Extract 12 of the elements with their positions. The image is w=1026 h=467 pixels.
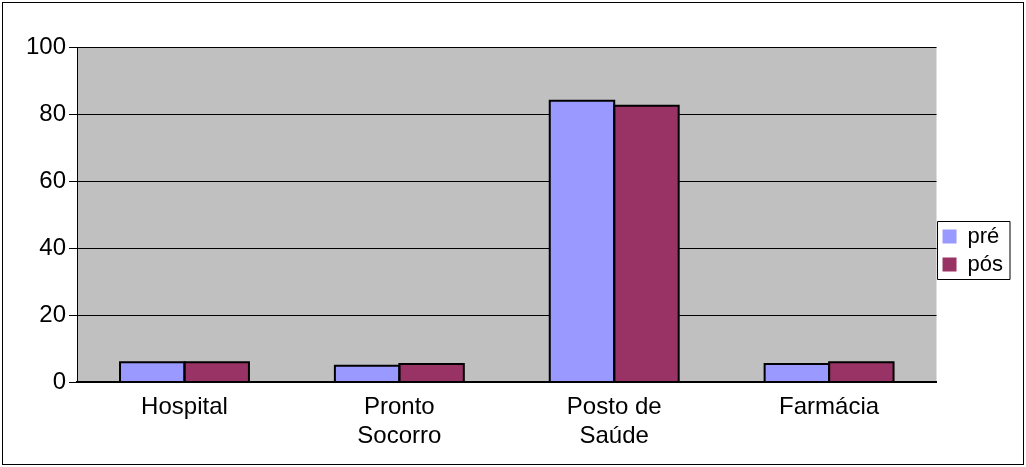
y-tick-label: 60 <box>39 165 67 193</box>
legend-label: pós <box>967 250 1004 276</box>
x-tick-label: Farmácia <box>779 392 880 420</box>
y-tick-label: 40 <box>39 232 67 260</box>
x-tick-label: Hospital <box>141 392 228 420</box>
y-tick-label: 100 <box>26 31 67 59</box>
y-tick-label: 20 <box>39 299 67 327</box>
x-tick-label: Pronto Socorro <box>357 392 442 449</box>
legend-label: pré <box>967 222 1000 248</box>
x-tick-label: Posto de Saúde <box>566 392 662 449</box>
y-tick-label: 80 <box>39 98 67 126</box>
y-tick-label: 0 <box>52 367 67 395</box>
